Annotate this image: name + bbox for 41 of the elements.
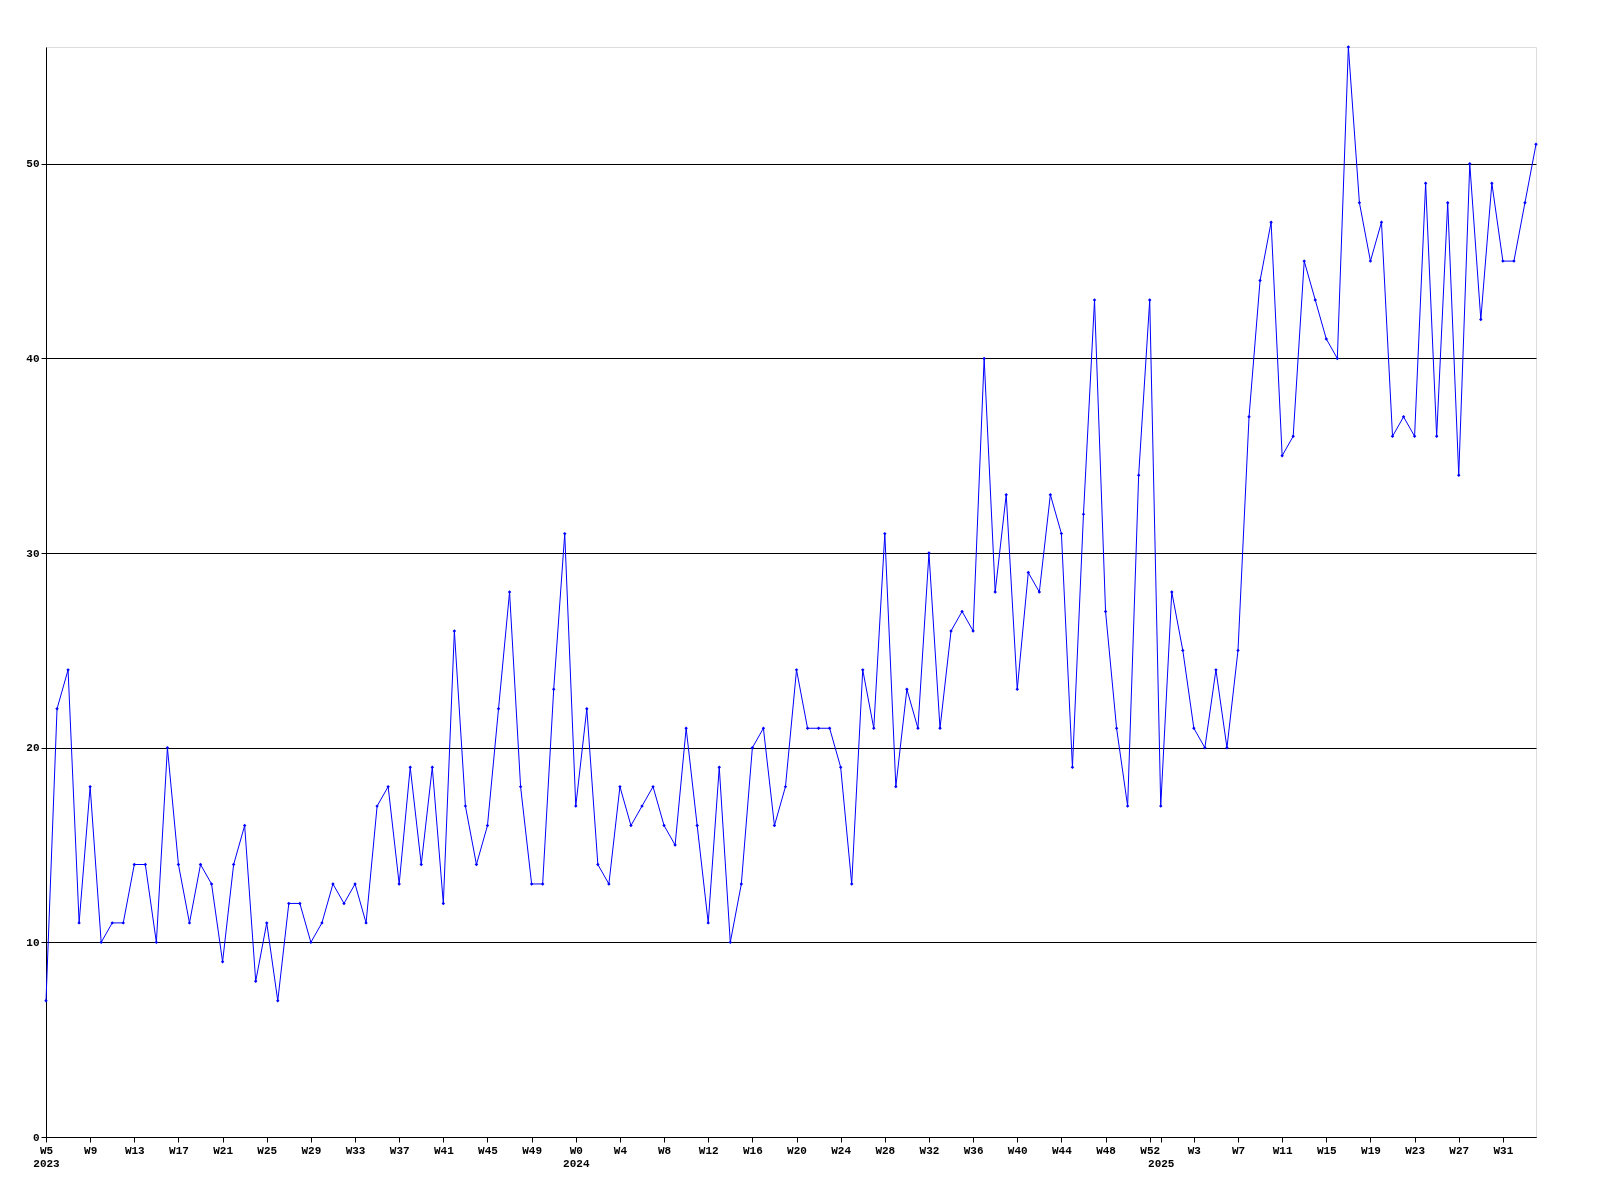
x-tick-label: W27	[1449, 1144, 1470, 1157]
x-tick-label: W32	[919, 1144, 940, 1157]
x-tick-label: W36	[963, 1144, 984, 1157]
y-tick-label: 0	[32, 1131, 40, 1144]
x-tick-label: W25	[257, 1144, 278, 1157]
x-tick-label: W20	[787, 1144, 807, 1157]
x-tick-label: W45	[478, 1144, 499, 1157]
x-tick-label: W0 2024	[563, 1144, 590, 1170]
x-tick-label: W17	[169, 1144, 189, 1157]
x-tick-label: W19	[1361, 1144, 1381, 1157]
x-tick-label: W15	[1316, 1144, 1338, 1157]
x-tick-label: W52	[1140, 1144, 1161, 1157]
x-tick-label: W31	[1493, 1144, 1514, 1157]
x-tick-label: 2025	[1148, 1157, 1175, 1170]
x-tick-label: W23	[1405, 1144, 1426, 1157]
x-tick-label: W48	[1096, 1144, 1117, 1157]
y-tick-label: 10	[26, 936, 40, 949]
x-tick-label: W12	[698, 1144, 719, 1157]
x-tick-label: W21	[213, 1144, 234, 1157]
x-tick-label: W29	[301, 1144, 322, 1157]
x-tick-label: W4	[613, 1144, 628, 1157]
x-tick-label: W28	[875, 1144, 896, 1157]
x-tick-label: W44	[1052, 1144, 1073, 1157]
y-tick-label: 20	[26, 742, 40, 755]
x-tick-label: W41	[433, 1144, 455, 1157]
x-tick-label: W33	[345, 1144, 366, 1157]
x-tick-label: W40	[1007, 1144, 1028, 1157]
x-tick-label: W13	[124, 1144, 146, 1157]
x-tick-label: W5 2023	[33, 1144, 61, 1170]
y-tick-label: 50	[26, 158, 40, 171]
x-tick-label: W24	[831, 1144, 852, 1157]
x-tick-label: W9	[84, 1144, 98, 1157]
x-tick-label: W8	[657, 1144, 672, 1157]
y-tick-label: 30	[26, 547, 40, 560]
x-tick-label: W49	[522, 1144, 543, 1157]
x-tick-label: W3	[1187, 1144, 1202, 1157]
x-tick-label: W7	[1231, 1144, 1246, 1157]
x-tick-label: W11	[1272, 1144, 1293, 1157]
x-tick-label: W16	[742, 1144, 763, 1157]
x-tick-label: W37	[389, 1144, 410, 1157]
y-tick-label: 40	[26, 352, 40, 365]
